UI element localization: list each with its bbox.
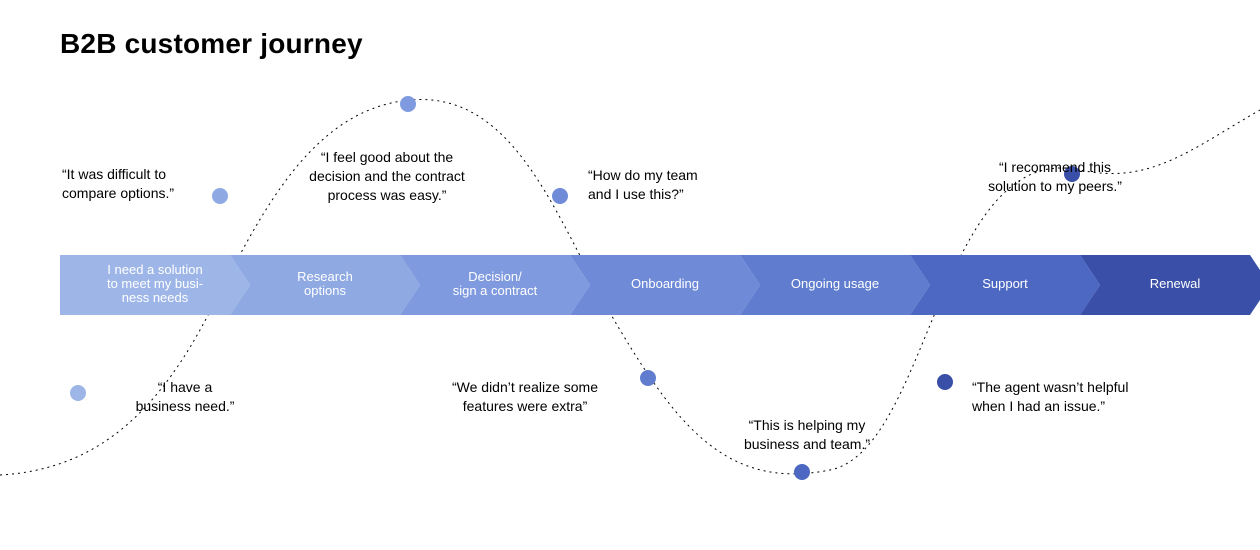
- curve-dot-d1: [70, 385, 86, 401]
- stage-label-usage: Ongoing usage: [791, 276, 879, 291]
- curve-dot-d7: [937, 374, 953, 390]
- quote-q_usage: “This is helping mybusiness and team.”: [702, 416, 912, 454]
- quote-q_onboard: “How do my teamand I use this?”: [588, 166, 788, 204]
- diagram-svg: I need a solutionto meet my busi-ness ne…: [0, 0, 1260, 550]
- curve-dot-d5: [640, 370, 656, 386]
- curve-dot-d3: [400, 96, 416, 112]
- quote-q_support: “The agent wasn’t helpfulwhen I had an i…: [972, 378, 1212, 416]
- stage-label-renewal: Renewal: [1150, 276, 1201, 291]
- journey-diagram: B2B customer journey I need a solutionto…: [0, 0, 1260, 550]
- stage-label-research: Researchoptions: [297, 269, 353, 298]
- quote-q_need: “I have abusiness need.”: [100, 378, 270, 416]
- quote-q_extra: “We didn’t realize somefeatures were ext…: [410, 378, 640, 416]
- curve-dot-d4: [552, 188, 568, 204]
- stage-label-onboarding: Onboarding: [631, 276, 699, 291]
- quote-q_renewal: “I recommend thissolution to my peers.”: [940, 158, 1170, 196]
- stage-label-support: Support: [982, 276, 1028, 291]
- quote-q_decision: “I feel good about thedecision and the c…: [272, 148, 502, 205]
- quote-q_research: “It was difficult tocompare options.”: [62, 165, 242, 203]
- curve-dot-d6: [794, 464, 810, 480]
